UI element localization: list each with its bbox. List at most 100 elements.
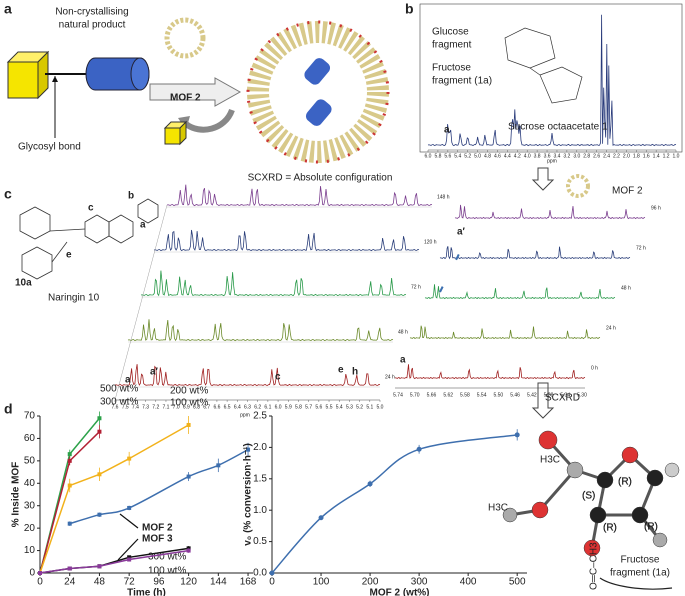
- tick-label: 6.5: [224, 404, 231, 410]
- tick-label: 5.62: [443, 392, 453, 398]
- tick-label: 7.3: [142, 404, 149, 410]
- point: [127, 505, 132, 510]
- tick-label: 5.4: [336, 404, 343, 410]
- tick-label: 6.9: [183, 404, 190, 410]
- tick-label: 7.2: [152, 404, 159, 410]
- tick-label: 3.0: [573, 153, 580, 159]
- point: [67, 458, 72, 463]
- arrow-down: [531, 382, 555, 419]
- point: [216, 463, 221, 468]
- spectrum: [114, 364, 381, 387]
- tick-label: 6.2: [254, 404, 261, 410]
- legend-label: 100 wt%: [170, 398, 208, 409]
- panel-b-frame: [419, 3, 683, 153]
- label: 10a: [15, 278, 32, 289]
- time-label: 24 h: [606, 325, 616, 331]
- tick-label: 5.38: [544, 392, 554, 398]
- label: (R): [618, 477, 632, 488]
- point: [367, 481, 373, 487]
- tick-label: 5.6: [315, 404, 322, 410]
- point: [127, 555, 132, 560]
- tick-label: 7.1: [162, 404, 169, 410]
- spectrum: [166, 184, 433, 207]
- label: SCXRD = Absolute configuration: [248, 173, 393, 184]
- panel-a-art: [6, 17, 390, 164]
- tick-label: 6.4: [234, 404, 241, 410]
- y-tick-label: 1.5: [253, 473, 267, 484]
- x-tick-label: 48: [94, 577, 106, 588]
- tick-label: 2.0: [623, 153, 630, 159]
- peak-label: c: [88, 203, 94, 214]
- tick-label: 2.4: [603, 153, 610, 159]
- tick-label: 5.9: [285, 404, 292, 410]
- spectrum: [140, 270, 407, 297]
- point: [186, 548, 191, 553]
- tick-label: 6.1: [264, 404, 271, 410]
- point: [67, 521, 72, 526]
- label: Non-crystallising: [55, 7, 128, 18]
- bond: [19, 206, 51, 240]
- y-tick-label: 70: [24, 411, 36, 422]
- bond: [137, 198, 159, 224]
- fit-curve: [271, 434, 518, 574]
- point: [416, 446, 422, 452]
- point: [514, 432, 520, 438]
- label: MOF 2: [170, 93, 201, 104]
- legend-label: 100 wt%: [148, 566, 186, 577]
- tick-label: 3.6: [544, 153, 551, 159]
- tick-label: 4.6: [494, 153, 501, 159]
- arrow-down: [531, 167, 555, 191]
- naringin-structure: [19, 198, 159, 280]
- tick-label: 5.58: [460, 392, 470, 398]
- spectrum: [439, 246, 631, 260]
- point: [186, 422, 191, 427]
- x-axis-label: MOF 2 (wt%): [370, 588, 430, 596]
- peak-label: c: [275, 372, 281, 383]
- spectrum: [427, 14, 677, 147]
- point: [246, 447, 251, 452]
- point: [67, 483, 72, 488]
- tick-label: 6.8: [193, 404, 200, 410]
- tick-label: 4.8: [484, 153, 491, 159]
- spectrum: [454, 204, 646, 220]
- x-tick-label: 24: [64, 577, 76, 588]
- tick-label: 5.2: [464, 153, 471, 159]
- tick-label: 2.8: [583, 153, 590, 159]
- tick-label: 3.4: [553, 153, 560, 159]
- time-label: 48 h: [621, 285, 631, 291]
- point: [97, 429, 102, 434]
- label: Glucose: [432, 27, 469, 38]
- tick-label: 5.1: [366, 404, 373, 410]
- tick-label: 6.0: [425, 153, 432, 159]
- point: [97, 416, 102, 421]
- peak-label: h: [352, 367, 358, 378]
- label: fragment (1a): [610, 568, 670, 579]
- legend-label: 500 wt%: [100, 384, 138, 395]
- time-label: 48 h: [398, 329, 408, 335]
- x-tick-label: 100: [313, 577, 330, 588]
- panel-label: a: [4, 1, 12, 17]
- tick-label: 5.8: [434, 153, 441, 159]
- tick-label: 3.2: [563, 153, 570, 159]
- x-tick-label: 168: [240, 577, 257, 588]
- tick-label: 7.4: [132, 404, 139, 410]
- x-tick-label: 120: [180, 577, 197, 588]
- time-label: 96 h: [651, 205, 661, 211]
- point: [97, 564, 102, 569]
- time-label: 72 h: [636, 245, 646, 251]
- y-tick-label: 10: [24, 545, 36, 556]
- sucrose-structure: [504, 27, 583, 104]
- label: Fructose: [621, 555, 660, 566]
- tick-label: 6.0: [275, 404, 282, 410]
- tick-label: 1.2: [663, 153, 670, 159]
- label: (S): [582, 491, 595, 502]
- y-axis-label: % Inside MOF: [11, 462, 22, 528]
- bond: [21, 246, 53, 280]
- label: natural product: [59, 20, 126, 31]
- axis-label: ppm: [547, 158, 557, 164]
- label: H3C: [488, 503, 508, 514]
- tick-label: 5.70: [410, 392, 420, 398]
- point: [127, 557, 132, 562]
- annotation: MOF 3: [142, 534, 173, 545]
- tick-label: 5.8: [295, 404, 302, 410]
